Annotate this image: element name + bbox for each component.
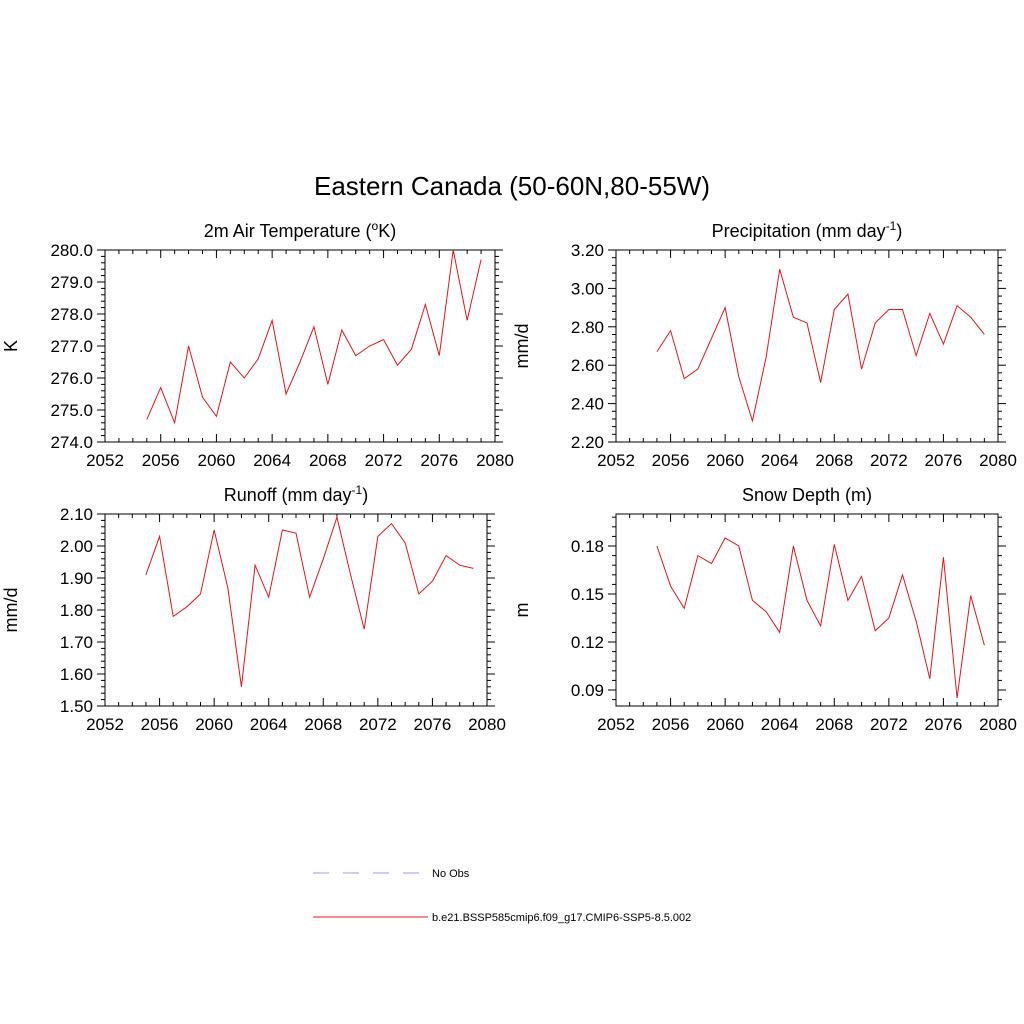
x-tick-label: 2068	[815, 451, 853, 470]
x-tick-label: 2076	[420, 451, 458, 470]
y-tick-label: 0.15	[571, 585, 604, 604]
y-tick-label: 1.50	[60, 697, 93, 716]
series-line	[146, 249, 482, 425]
x-tick-label: 2068	[304, 715, 342, 734]
panel-title-text: 2m Air Temperature (	[204, 221, 372, 241]
x-tick-label: 2072	[870, 451, 908, 470]
x-tick-label: 2056	[141, 715, 179, 734]
plot-frame	[615, 249, 999, 443]
x-tick-label: 2076	[925, 451, 963, 470]
x-tick-label: 2072	[359, 715, 397, 734]
x-tick-label: 2052	[86, 715, 124, 734]
panel-title: Snow Depth (m)	[742, 485, 872, 505]
x-tick-label: 2072	[365, 451, 403, 470]
panel-title-text: Snow Depth (m)	[742, 485, 872, 505]
plot-frame	[615, 513, 999, 707]
series-line	[656, 537, 985, 699]
series-line	[145, 515, 474, 687]
x-tick-label: 2068	[815, 715, 853, 734]
y-tick-label: 1.60	[60, 665, 93, 684]
panel-title-text: )	[362, 485, 368, 505]
x-tick-label: 2060	[706, 451, 744, 470]
panel-title: 2m Air Temperature (oK)	[204, 219, 396, 241]
x-tick-label: 2052	[597, 451, 635, 470]
x-tick-label: 2072	[870, 715, 908, 734]
panel-title-superscript: -1	[352, 483, 363, 497]
x-tick-label: 2080	[979, 715, 1017, 734]
x-tick-label: 2080	[476, 451, 514, 470]
x-tick-label: 2068	[309, 451, 347, 470]
panel-0: 2052 2056 2060 2064 2068 2072 2076 2080 274.0 275…	[1, 219, 514, 470]
x-tick-label: 2064	[761, 715, 799, 734]
x-tick-label: 2056	[142, 451, 180, 470]
panel-2: 2052 2056 2060 2064 2068 2072 2076 2080 1.50 1.60…	[1, 483, 506, 734]
y-tick-label: 2.40	[571, 395, 604, 414]
panel-title-text: )	[896, 221, 902, 241]
panel-title: Runoff (mm day-1)	[224, 483, 368, 505]
y-tick-label: 1.90	[60, 569, 93, 588]
y-tick-label: 2.00	[60, 537, 93, 556]
y-tick-label: 3.20	[571, 241, 604, 260]
x-tick-label: 2056	[652, 715, 690, 734]
panels: 2052 2056 2060 2064 2068 2072 2076 2080 274.0 275…	[1, 219, 1017, 734]
x-tick-label: 2080	[979, 451, 1017, 470]
series-line	[656, 269, 985, 423]
y-axis-label: mm/d	[512, 324, 532, 369]
y-tick-label: 2.60	[571, 356, 604, 375]
panel-1: 2052 2056 2060 2064 2068 2072 2076 2080 2.20 2.40…	[512, 219, 1017, 470]
y-tick-label: 276.0	[50, 369, 93, 388]
y-tick-label: 2.10	[60, 505, 93, 524]
panel-title-text: Runoff (mm day	[224, 485, 352, 505]
y-axis-label: m	[512, 603, 532, 618]
x-tick-label: 2060	[706, 715, 744, 734]
legend-obs-label: No Obs	[432, 868, 470, 880]
y-tick-label: 0.18	[571, 537, 604, 556]
x-tick-label: 2076	[414, 715, 452, 734]
y-tick-label: 278.0	[50, 305, 93, 324]
panel-title: Precipitation (mm day-1)	[712, 219, 903, 241]
y-tick-label: 3.00	[571, 279, 604, 298]
y-tick-label: 1.70	[60, 633, 93, 652]
y-tick-label: 0.12	[571, 633, 604, 652]
x-tick-label: 2060	[195, 715, 233, 734]
x-tick-label: 2060	[198, 451, 236, 470]
y-axis-label: mm/d	[1, 588, 21, 633]
legend: No Obs b.e21.BSSP585cmip6.f09_g17.CMIP6-…	[313, 868, 691, 924]
panel-title-text: Precipitation (mm day	[712, 221, 886, 241]
y-tick-label: 2.80	[571, 318, 604, 337]
x-tick-label: 2056	[652, 451, 690, 470]
y-tick-label: 1.80	[60, 601, 93, 620]
y-axis-label: K	[1, 340, 21, 352]
x-tick-label: 2064	[250, 715, 288, 734]
y-tick-label: 277.0	[50, 337, 93, 356]
y-tick-label: 280.0	[50, 241, 93, 260]
panel-title-superscript: o	[372, 219, 379, 233]
x-tick-label: 2080	[468, 715, 506, 734]
legend-model-label: b.e21.BSSP585cmip6.f09_g17.CMIP6-SSP5-8.…	[432, 912, 691, 924]
x-tick-label: 2064	[253, 451, 291, 470]
panel-3: 2052 2056 2060 2064 2068 2072 2076 2080 0.09 0.12…	[512, 485, 1017, 734]
panel-title-text: K)	[378, 221, 396, 241]
x-tick-label: 2064	[761, 451, 799, 470]
plot-frame	[104, 513, 488, 707]
y-tick-label: 279.0	[50, 273, 93, 292]
x-tick-label: 2052	[86, 451, 124, 470]
y-tick-label: 275.0	[50, 401, 93, 420]
x-tick-label: 2076	[925, 715, 963, 734]
y-tick-label: 274.0	[50, 433, 93, 452]
x-tick-label: 2052	[597, 715, 635, 734]
y-tick-label: 0.09	[571, 681, 604, 700]
y-tick-label: 2.20	[571, 433, 604, 452]
panel-title-superscript: -1	[886, 219, 897, 233]
main-title: Eastern Canada (50-60N,80-55W)	[314, 171, 710, 201]
